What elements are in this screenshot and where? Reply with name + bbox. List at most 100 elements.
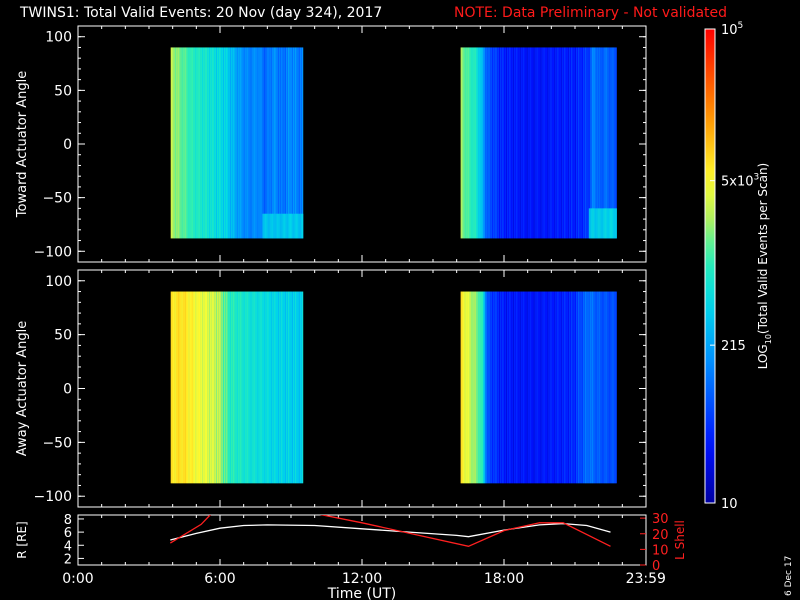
away-actuator-cell: [542, 291, 544, 484]
away-actuator-cell: [584, 291, 587, 484]
away-actuator-cell: [206, 291, 208, 484]
toward-actuator-cell: [527, 47, 530, 239]
toward-actuator-cell-low-angle: [281, 213, 283, 239]
away-actuator-cell: [567, 291, 569, 484]
away-actuator-cell: [282, 291, 284, 484]
away-actuator-cell: [265, 291, 267, 484]
toward-actuator-cell: [172, 47, 175, 239]
away-actuator-cell: [209, 291, 211, 484]
away-actuator-cell: [260, 291, 262, 484]
colorbar-tick-label: 5x103: [721, 173, 759, 190]
away-actuator-cell: [614, 291, 616, 484]
toward-actuator-cell: [295, 47, 298, 239]
toward-actuator-cell-low-angle: [266, 213, 268, 239]
toward-actuator-cell: [272, 47, 274, 239]
away-actuator-cell: [210, 291, 212, 484]
away-actuator-cell: [202, 291, 204, 484]
toward-actuator-cell: [504, 47, 507, 239]
toward-actuator-cell-low-angle: [606, 208, 608, 239]
toward-actuator-cell: [273, 47, 275, 239]
away-actuator-cell: [178, 291, 180, 484]
toward-actuator-cell: [210, 47, 212, 239]
toward-actuator-cell: [528, 47, 531, 239]
away-actuator-cell: [188, 291, 190, 484]
toward-actuator-cell: [516, 47, 519, 239]
toward-actuator-cell: [226, 47, 229, 239]
toward-actuator-cell-low-angle: [265, 213, 267, 239]
preliminary-note: NOTE: Data Preliminary - Not validated: [454, 5, 728, 21]
away-actuator-cell: [606, 291, 608, 484]
toward-actuator-cell: [503, 47, 505, 239]
away-actuator-cell: [298, 291, 301, 484]
toward-actuator-panel: 100 50 0 −50 −100 Toward Actuator Angle: [15, 25, 647, 263]
toward-actuator-cell: [224, 47, 227, 239]
toward-actuator-cell-low-angle: [270, 213, 272, 239]
toward-actuator-cell-low-angle: [602, 208, 604, 239]
away-actuator-cell: [478, 291, 480, 484]
toward-actuator-cell: [293, 47, 296, 239]
away-actuator-cell: [267, 291, 269, 484]
away-actuator-cell: [558, 291, 560, 484]
colorbar-label-part: LOG: [756, 344, 770, 369]
toward-actuator-cell: [615, 47, 617, 239]
y-tick-label: −100: [34, 489, 72, 505]
away-actuator-cell: [181, 291, 183, 484]
away-actuator-cell: [483, 291, 485, 484]
away-actuator-cell: [503, 291, 505, 484]
away-actuator-cell: [291, 291, 293, 484]
toward-actuator-cell: [296, 47, 299, 239]
toward-actuator-cell: [206, 47, 208, 239]
toward-actuator-cell: [541, 47, 543, 239]
toward-actuator-cell: [548, 47, 550, 239]
away-actuator-cell: [295, 291, 298, 484]
away-actuator-cell: [462, 291, 464, 484]
toward-actuator-cell: [259, 47, 261, 239]
toward-actuator-cell-low-angle: [589, 208, 592, 239]
away-actuator-cell: [561, 291, 563, 484]
toward-actuator-cell-low-angle: [285, 213, 287, 239]
away-actuator-cell: [474, 291, 476, 484]
toward-actuator-cell: [534, 47, 536, 239]
away-actuator-cell: [548, 291, 550, 484]
away-actuator-cell: [205, 291, 207, 484]
toward-actuator-cell-low-angle: [599, 208, 602, 239]
toward-actuator-cell-low-angle: [609, 208, 611, 239]
away-actuator-cell: [585, 291, 588, 484]
away-actuator-cell: [460, 291, 462, 484]
away-actuator-cell: [552, 291, 554, 484]
toward-actuator-cell: [579, 47, 582, 239]
away-actuator-cell: [494, 291, 496, 484]
toward-actuator-cell-low-angle: [277, 213, 279, 239]
toward-actuator-cell-low-angle: [610, 208, 612, 239]
toward-actuator-cell: [292, 47, 295, 239]
toward-actuator-cell: [498, 47, 500, 239]
toward-actuator-cell: [595, 47, 598, 239]
away-actuator-cell: [466, 291, 468, 484]
toward-actuator-cell: [584, 47, 587, 239]
toward-actuator-cell: [492, 47, 494, 239]
toward-actuator-cell: [284, 47, 286, 239]
away-actuator-cell: [277, 291, 279, 484]
away-actuator-cell: [234, 291, 237, 484]
toward-actuator-cell: [529, 47, 532, 239]
away-actuator-cell: [230, 291, 233, 484]
away-actuator-cell: [186, 291, 188, 484]
toward-actuator-cell: [179, 47, 181, 239]
toward-actuator-cell-low-angle: [608, 208, 610, 239]
toward-actuator-cell: [558, 47, 560, 239]
away-actuator-cell: [251, 291, 253, 484]
toward-actuator-cell: [511, 47, 514, 239]
toward-actuator-cell: [525, 47, 528, 239]
y-tick-label: −50: [42, 191, 72, 207]
away-actuator-cell: [537, 291, 539, 484]
away-actuator-cell: [533, 291, 535, 484]
toward-actuator-cell: [205, 47, 207, 239]
away-actuator-cell: [211, 291, 213, 484]
toward-actuator-cell: [577, 47, 580, 239]
away-actuator-cell: [242, 291, 245, 484]
toward-actuator-cell: [473, 47, 475, 239]
away-actuator-cell: [481, 291, 483, 484]
toward-actuator-cell: [462, 47, 464, 239]
away-actuator-cell: [499, 291, 501, 484]
away-actuator-cell: [217, 291, 219, 484]
